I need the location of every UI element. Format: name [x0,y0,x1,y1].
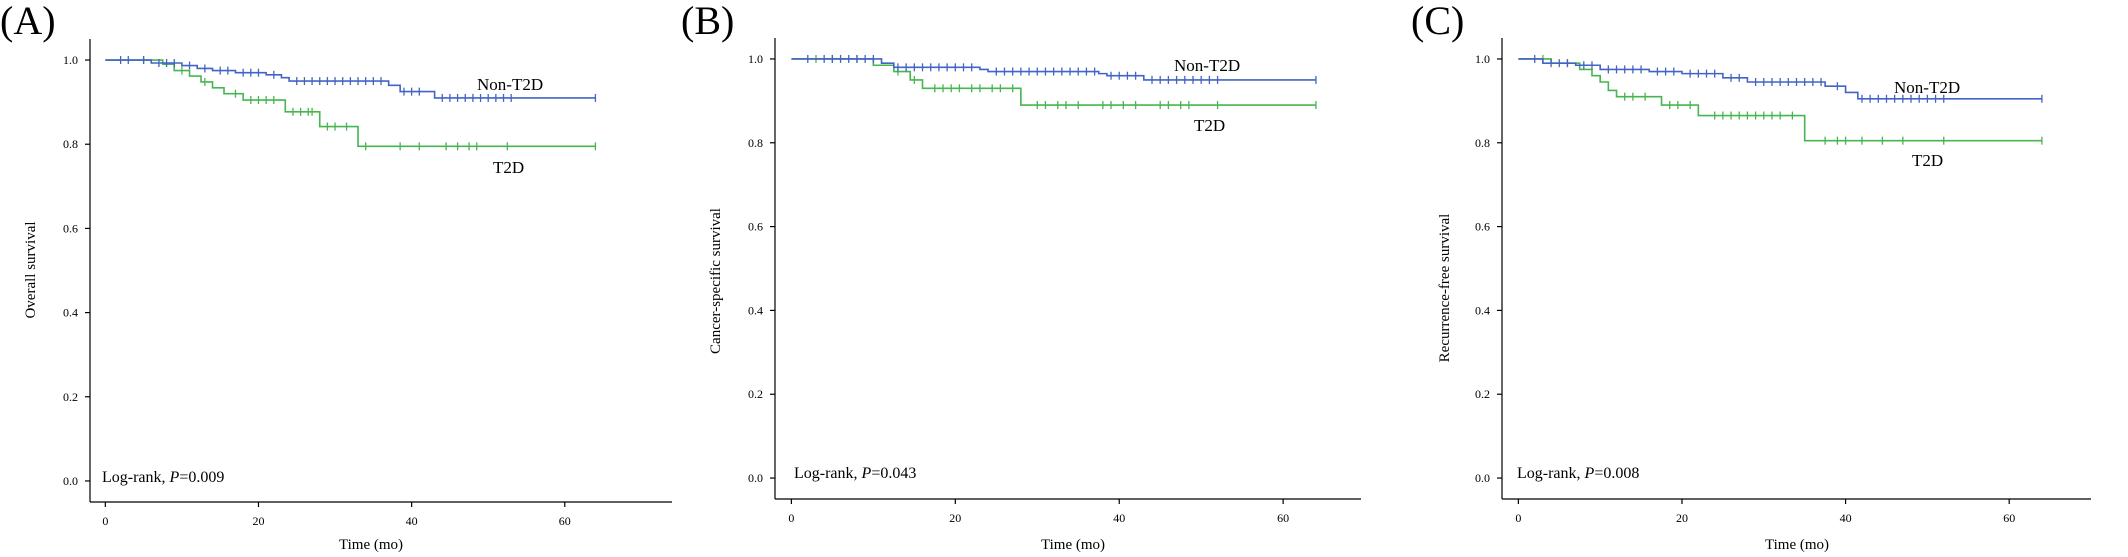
x-tick-label: 40 [1840,511,1852,525]
y-axis-title: Cancer-specific survival [708,208,724,354]
x-tick-label: 20 [252,514,264,528]
x-tick-label: 0 [788,511,794,525]
survival-curve-non-t2d [1518,58,2042,100]
y-tick-label: 1.0 [748,52,763,66]
x-tick-label: 60 [2003,511,2015,525]
p-value: =0.043 [871,465,916,482]
series-label-non-t2d: Non-T2D [1174,56,1240,75]
y-axis-title: Overall survival [23,221,39,318]
x-tick-label: 40 [1113,511,1125,525]
log-rank-annotation: Log-rank, P=0.008 [1517,465,1639,482]
y-tick-label: 0.6 [1475,220,1490,234]
p-value: =0.008 [1594,465,1639,482]
log-rank-text: Log-rank, [1517,465,1581,482]
y-tick-label: 0.4 [1475,303,1490,317]
y-axis-title: Recurrence-free survival [1437,214,1453,363]
y-tick-label: 0.8 [1475,136,1490,150]
panel-label: (B) [681,0,734,43]
x-tick-label: 0 [1515,511,1521,525]
y-tick-label: 0.4 [63,306,78,320]
x-tick-label: 60 [559,514,571,528]
panel-a: (A) 0.0 0.2 0.4 0.6 0.8 1.0 0 20 40 60 Time (mo) Ove… [0,0,672,553]
survival-curve-t2d [791,58,1316,106]
log-rank-text: Log-rank, [794,465,858,482]
p-symbol: P [1584,465,1595,482]
y-tick-label: 1.0 [1475,52,1490,66]
y-tick-label: 0.6 [748,220,763,234]
x-tick-label: 60 [1277,511,1289,525]
p-value: =0.009 [179,469,224,486]
survival-curve-non-t2d [791,58,1316,81]
x-axis-title: Time (mo) [1765,537,1829,553]
log-rank-text: Log-rank, [102,469,166,486]
panel-label: (C) [1411,0,1464,43]
y-tick-label: 0.2 [748,387,763,401]
x-axis-title: Time (mo) [1041,537,1105,553]
survival-curve-non-t2d [105,59,596,99]
p-symbol: P [861,465,872,482]
x-tick-label: 0 [102,514,108,528]
x-tick-label: 20 [949,511,961,525]
y-tick-label: 0.4 [748,303,763,317]
panel-c: (C) 0.0 0.2 0.4 0.6 0.8 1.0 0 20 40 60 Time (mo) Rec… [1411,0,2091,553]
series-label-non-t2d: Non-T2D [1894,78,1960,97]
y-tick-label: 0.2 [1475,387,1490,401]
y-tick-label: 0.8 [63,137,78,151]
y-tick-label: 0.2 [63,390,78,404]
p-symbol: P [169,469,180,486]
y-tick-label: 0.8 [748,136,763,150]
series-label-t2d: T2D [1194,116,1225,135]
x-tick-label: 40 [406,514,418,528]
panel-b: (B) 0.0 0.2 0.4 0.6 0.8 1.0 0 20 40 60 Time (mo) Can… [681,0,1361,553]
log-rank-annotation: Log-rank, P=0.043 [794,465,916,482]
x-tick-label: 20 [1676,511,1688,525]
survival-curve-t2d [105,59,596,148]
y-tick-label: 1.0 [63,53,78,67]
survival-curve-t2d [1518,58,2042,142]
y-tick-label: 0.0 [1475,471,1490,485]
series-label-t2d: T2D [1912,151,1943,170]
series-label-t2d: T2D [493,158,524,177]
y-tick-label: 0.0 [63,474,78,488]
series-label-non-t2d: Non-T2D [477,75,543,94]
panel-label: (A) [0,0,56,43]
x-axis-title: Time (mo) [339,537,403,553]
log-rank-annotation: Log-rank, P=0.009 [102,469,224,486]
y-tick-label: 0.0 [748,471,763,485]
y-tick-label: 0.6 [63,221,78,235]
